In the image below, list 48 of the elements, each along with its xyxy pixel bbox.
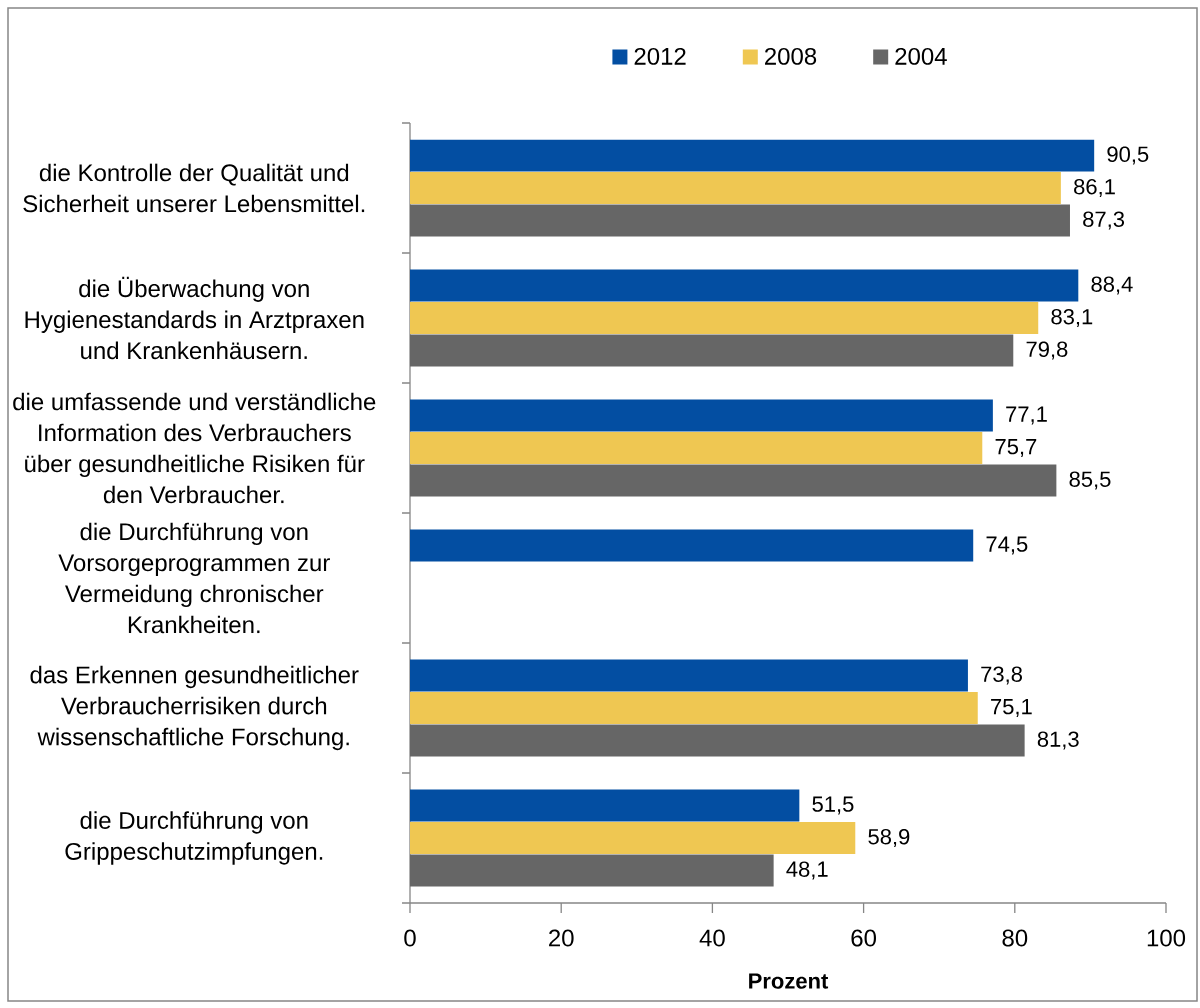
x-tick-label: 100	[1147, 929, 1186, 947]
data-label: 77,1	[1006, 406, 1047, 425]
bar	[410, 789, 800, 822]
bar	[410, 139, 1095, 172]
bar	[410, 464, 1057, 497]
bar	[410, 399, 993, 432]
y-tick-label: die Durchführung von Vorsorgeprogrammen zur Vermeidung chronischer Krankheiten.	[58, 522, 330, 634]
x-tick-label: 0	[404, 929, 416, 947]
legend-label: 2004	[895, 47, 947, 65]
bar	[410, 529, 974, 562]
data-label: 48,1	[786, 861, 828, 880]
x-tick-label: 40	[699, 929, 725, 947]
bar	[410, 204, 1070, 237]
bar	[410, 269, 1079, 302]
bar	[410, 659, 968, 692]
y-tick-label: die Kontrolle der Qualität und Sicherheit unserer Lebensmittel.	[23, 163, 365, 213]
bar	[410, 334, 1014, 367]
data-label: 75,7	[995, 439, 1037, 457]
data-label: 73,8	[981, 666, 1022, 685]
data-label: 86,1	[1074, 178, 1115, 198]
data-label: 88,4	[1091, 276, 1133, 295]
data-label: 81,3	[1037, 731, 1079, 750]
y-tick-label: das Erkennen gesundheitlicher Verbraucherrisiken durch wissenschaftliche Forschung.	[30, 665, 359, 751]
x-axis-title: Prozent	[749, 973, 829, 989]
x-tick-label: 80	[1002, 929, 1028, 947]
legend-label: 2008	[765, 47, 817, 65]
y-tick-label: die umfassende und verständliche Information des Verbrauchers über gesundheitliche Risiken für den Verbraucher.	[13, 392, 376, 504]
data-label: 83,1	[1051, 308, 1093, 328]
data-label: 51,5	[812, 796, 854, 815]
bar	[410, 172, 1061, 204]
bar	[410, 692, 978, 724]
bar	[410, 432, 983, 464]
data-label: 74,5	[986, 536, 1028, 555]
data-label: 79,8	[1026, 341, 1068, 360]
data-label: 75,1	[991, 699, 1032, 717]
y-tick-label: die Durchführung von Grippeschutzimpfungen.	[65, 811, 323, 865]
data-label: 90,5	[1107, 146, 1149, 165]
bar	[410, 854, 774, 887]
bar	[410, 724, 1025, 757]
data-label: 87,3	[1083, 211, 1125, 230]
y-tick-label: die Überwachung von Hygienestandards in Arztpraxen und Krankenhäusern.	[25, 276, 364, 360]
x-tick-label: 60	[851, 929, 876, 947]
bar	[410, 302, 1039, 334]
data-label: 85,5	[1069, 471, 1111, 490]
x-tick-label: 20	[549, 929, 574, 947]
data-label: 58,9	[868, 828, 910, 848]
bar	[410, 822, 856, 854]
legend-label: 2012	[634, 47, 686, 65]
